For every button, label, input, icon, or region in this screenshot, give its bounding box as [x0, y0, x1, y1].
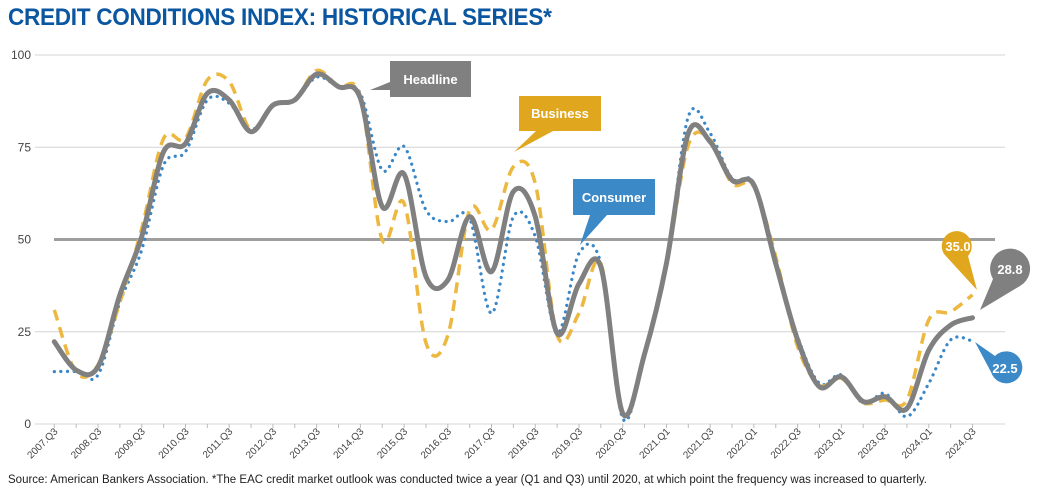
series-points-headline: [54, 74, 973, 414]
series-line-headline: [51, 71, 975, 419]
series-lines: [51, 68, 975, 423]
x-tick-label: 2019.Q3: [550, 426, 585, 461]
x-tick-label: 2016.Q3: [419, 426, 454, 461]
y-tick-label: 75: [18, 140, 32, 154]
x-tick-label: 2014.Q3: [332, 426, 367, 461]
callout-business-label: Business: [531, 106, 589, 121]
x-tick-label: 2024.Q3: [944, 426, 979, 461]
x-tick-label: 2012.Q3: [244, 426, 279, 461]
x-tick-label: 2023.Q3: [856, 426, 891, 461]
x-tick-label: 2017.Q3: [463, 426, 498, 461]
end-label-business-value: 35.0: [945, 239, 970, 254]
callout-consumer-label: Consumer: [582, 190, 646, 205]
x-tick-label: 2007.Q3: [26, 426, 61, 461]
end-label-headline-value: 28.8: [997, 262, 1022, 277]
x-axis: 2007.Q3 2008.Q3 2009.Q3 2010.Q3 2011.Q3 2012.…: [26, 423, 1005, 461]
x-tick-label: 2013.Q3: [288, 426, 323, 461]
source-footnote: Source: American Bankers Association. *T…: [8, 474, 927, 486]
x-tick-label: 2008.Q3: [69, 426, 104, 461]
y-tick-label: 25: [18, 325, 32, 339]
y-tick-label: 0: [24, 417, 31, 431]
x-tick-label: 2011.Q3: [201, 426, 236, 461]
x-tick-label: 2015.Q3: [375, 426, 410, 461]
x-tick-label: 2010.Q3: [157, 426, 192, 461]
end-label-consumer: 22.5: [975, 342, 1023, 384]
callout-headline: Headline: [370, 61, 471, 97]
y-axis: 0 25 50 75 100: [11, 48, 31, 431]
x-tick-label: 2020.Q3: [594, 426, 629, 461]
series-callouts: Headline Business Consumer 35.0 28.8 22.…: [370, 61, 1031, 384]
x-tick-label: 2023.Q1: [813, 426, 848, 461]
x-tick-label: 2022.Q3: [769, 426, 804, 461]
series-line-business: [52, 68, 974, 420]
y-tick-label: 50: [18, 233, 32, 247]
x-tick-label: 2021.Q3: [681, 426, 716, 461]
y-tick-label: 100: [11, 48, 31, 62]
x-tick-label: 2018.Q3: [506, 426, 541, 461]
end-label-business: 35.0: [941, 231, 977, 290]
series-points-business: [54, 70, 973, 415]
x-tick-label: 2024.Q1: [900, 426, 935, 461]
chart-title: CREDIT CONDITIONS INDEX: HISTORICAL SERI…: [8, 4, 552, 31]
end-label-consumer-value: 22.5: [992, 361, 1017, 376]
x-tick-label: 2022.Q1: [725, 426, 760, 461]
x-tick-label: 2009.Q3: [113, 426, 148, 461]
callout-consumer: Consumer: [573, 179, 655, 245]
callout-business: Business: [514, 96, 601, 152]
x-tick-label: 2021.Q1: [638, 426, 673, 461]
end-label-headline: 28.8: [980, 248, 1031, 310]
callout-headline-label: Headline: [403, 72, 457, 87]
